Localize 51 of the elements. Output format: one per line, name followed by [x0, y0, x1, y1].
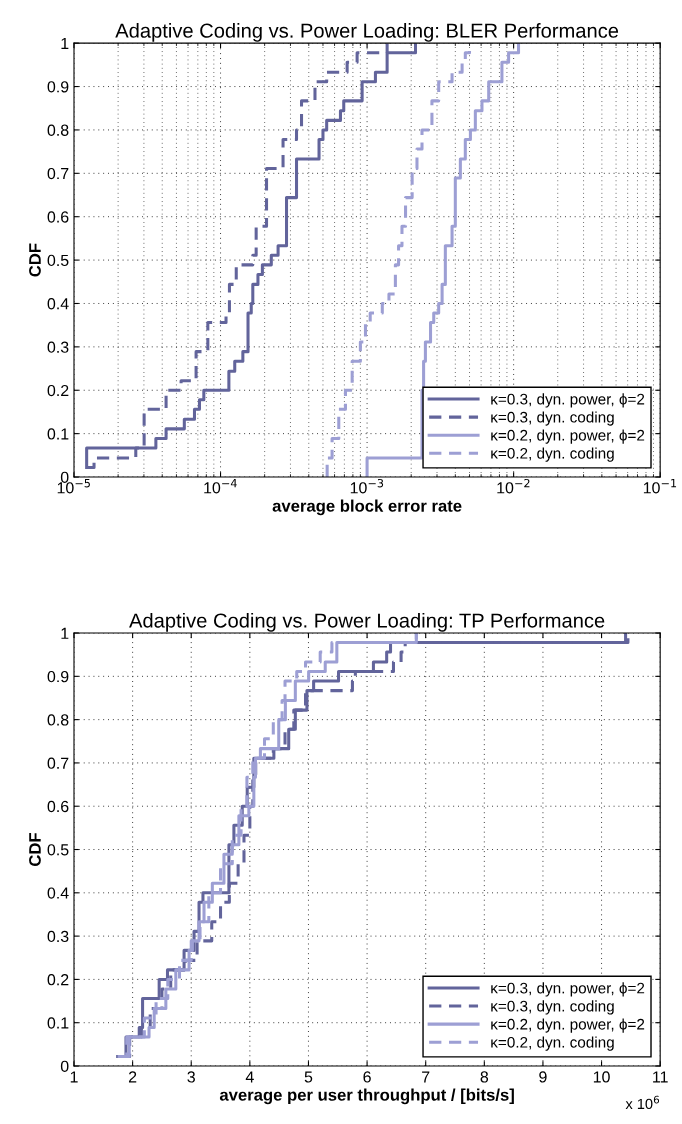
y-tick-label: 0.1: [47, 428, 69, 440]
y-tick-label: 0: [60, 1060, 69, 1072]
y-tick-label: 0.1: [47, 1017, 69, 1029]
x-tick-label: 10$^{−4}$: [204, 479, 237, 494]
legend-label: κ=0.3, dyn. coding: [491, 411, 614, 426]
x-tick-label: 8: [480, 1071, 489, 1083]
y-tick-label: 0.4: [47, 887, 69, 899]
x-axis-title: average per user throughput / [bits/s]: [219, 1088, 514, 1105]
x-tick-label: 9: [539, 1071, 547, 1083]
x-axis-title: average block error rate: [272, 499, 462, 516]
legend-label: κ=0.2, dyn. coding: [491, 1036, 614, 1051]
y-tick-label: 0.8: [47, 124, 69, 136]
y-tick-label: 0.3: [47, 341, 69, 353]
y-tick-label: 0.9: [47, 670, 69, 683]
chart-title: Adaptive Coding vs. Power Loading: BLER Performance: [115, 23, 619, 42]
legend-label: κ=0.2, dyn. power, ϕ=2: [491, 1018, 645, 1033]
x-tick-label: 2: [128, 1071, 137, 1083]
y-axis-title: CDF: [29, 243, 41, 277]
y-tick-label: 0.2: [47, 384, 69, 397]
y-tick-label: 0.5: [47, 254, 69, 267]
x-tick-label: 10$^{−1}$: [643, 479, 677, 494]
legend-label: κ=0.3, dyn. power, ϕ=2: [491, 982, 645, 997]
y-tick-label: 0.7: [47, 167, 69, 180]
text: x 10$^{6}$: [625, 1095, 660, 1110]
x-tick-label: 10$^{−2}$: [497, 478, 530, 494]
chart-title: Adaptive Coding vs. Power Loading: TP Performance: [129, 612, 605, 632]
y-tick-label: 0.4: [47, 298, 69, 310]
x-tick-label: 6: [363, 1071, 371, 1083]
y-tick-label: 0.2: [47, 974, 69, 986]
y-axis-title: CDF: [29, 833, 41, 866]
x-tick-label: 7: [422, 1071, 430, 1083]
y-tick-label: 0.3: [47, 930, 69, 943]
y-tick-label: 0.7: [47, 757, 69, 769]
x-tick-label: 10: [593, 1071, 610, 1083]
x-tick-label: 11: [653, 1071, 668, 1083]
x-tick-label: 4: [245, 1071, 254, 1083]
x-tick-label: 10$^{−3}$: [350, 478, 384, 494]
y-tick-label: 0.5: [47, 844, 69, 856]
x-tick-label: 3: [187, 1071, 195, 1083]
y-tick-label: 0.6: [47, 211, 69, 223]
legend-label: κ=0.3, dyn. power, ϕ=2: [491, 393, 645, 408]
y-tick-label: 0.6: [47, 800, 69, 813]
legend-label: κ=0.2, dyn. power, ϕ=2: [491, 429, 645, 444]
x-tick-label: 1: [70, 1071, 78, 1083]
y-tick-label: 0.8: [47, 714, 69, 726]
y-tick-label: 1: [61, 37, 69, 49]
x-tick-label: 5: [304, 1071, 313, 1083]
legend-label: κ=0.3, dyn. coding: [491, 1000, 614, 1015]
y-tick-label: 1: [61, 627, 69, 639]
y-tick-label: 0.9: [47, 81, 69, 93]
legend-label: κ=0.2, dyn. coding: [491, 447, 614, 462]
